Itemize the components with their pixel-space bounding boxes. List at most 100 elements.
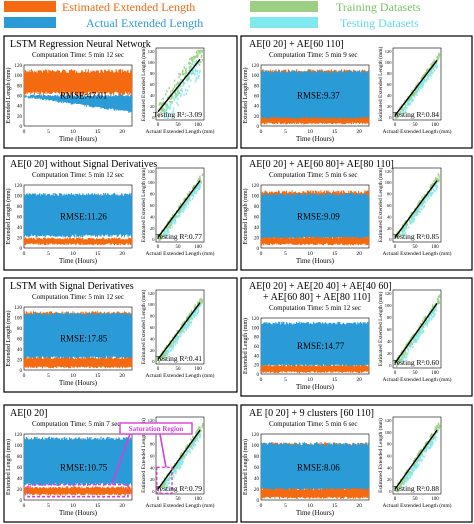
y-tick-label: 100 xyxy=(252,444,260,449)
y-tick-label: 0 xyxy=(20,125,23,130)
r2-label: Testing R²:0.88 xyxy=(393,484,440,493)
y-tick-label: 20 xyxy=(17,359,23,364)
chart-panel-5: LSTM with Signal DerivativesComputation … xyxy=(3,277,238,393)
scatter-x-tick-label: 100 xyxy=(194,123,202,128)
scatter-x-axis-label: Actuatl Extended Length (mm) xyxy=(146,250,215,257)
y-tick-label: 100 xyxy=(15,444,23,449)
panel-subtitle: Computation Time: 5 min 12 sec xyxy=(32,171,124,179)
scatter-x-axis-label: Actuatl Extended Length (mm) xyxy=(146,502,215,509)
scatter-y-tick-label: 60 xyxy=(150,454,155,459)
scatter-x-axis-label: Actuatl Extended Length (mm) xyxy=(383,128,452,135)
scatter-y-tick-label: 0 xyxy=(152,359,155,364)
chart-panel-6: AE[0 20] + AE[20 40] + AE[40 60]+ AE[60 … xyxy=(240,277,473,397)
x-axis-label: Time (Hours) xyxy=(296,509,335,517)
scatter-y-tick-label: 20 xyxy=(150,348,155,353)
panel-title: AE [0 20] + 9 clusters [60 110] xyxy=(249,408,374,419)
scatter-y-tick-label: 40 xyxy=(387,465,392,470)
scatter-x-axis-label: Actuatl Extended Length (mm) xyxy=(383,250,452,257)
x-tick-label: 0 xyxy=(23,503,26,509)
fit-line xyxy=(157,302,201,360)
actual-series xyxy=(23,312,133,360)
chart-panel-4: AE[0 20] + AE[60 80]+ AE[80 110]Computat… xyxy=(240,155,473,271)
scatter-y-tick-label: 80 xyxy=(150,442,155,447)
legend-label-actual: Actual Extended Length xyxy=(86,16,203,30)
y-tick-label: 20 xyxy=(254,364,260,369)
x-tick-label: 10 xyxy=(307,129,313,135)
x-tick-label: 5 xyxy=(284,503,287,509)
panel-title: AE[0 20] + AE[20 40] + AE[40 60] xyxy=(249,281,392,292)
timeseries-plot: RMSE:11.26 0 20 40 60 80 100 120 0 5 10 15 20 Time (H… xyxy=(5,184,133,265)
scatter-y-tick-label: 0 xyxy=(152,237,155,242)
scatter-y-tick-label: 20 xyxy=(387,104,392,109)
y-tick-label: 100 xyxy=(252,74,260,79)
y-axis-label: Extended Length (mm) xyxy=(5,439,12,495)
y-tick-label: 40 xyxy=(254,477,260,482)
testing-points xyxy=(164,433,202,491)
x-tick-label: 20 xyxy=(119,373,125,379)
y-tick-label: 80 xyxy=(17,327,23,332)
timeseries-plot: RMSE:9.09 0 20 40 60 80 100 120 0 5 10 15 20 Time (Ho… xyxy=(242,184,370,265)
r2-label: Testing R²:0.60 xyxy=(393,358,440,367)
timeseries-plot: RMSE:8.06 0 20 40 60 80 100 120 0 5 10 15 20 Time (Ho… xyxy=(242,433,370,517)
legend-label-testing: Testing Datasets xyxy=(340,16,419,30)
y-tick-label: 80 xyxy=(254,455,260,460)
scatter-x-tick-label: 50 xyxy=(413,371,419,376)
x-tick-label: 0 xyxy=(23,129,26,135)
legend-swatch-estimated xyxy=(4,1,56,12)
x-tick-label: 5 xyxy=(47,373,50,379)
legend-swatch-testing xyxy=(250,17,318,28)
scatter-x-tick-label: 100 xyxy=(194,497,202,502)
x-tick-label: 5 xyxy=(284,251,287,257)
rmse-label: RMSE:8.06 xyxy=(297,462,340,472)
scatter-y-tick-label: 60 xyxy=(150,82,155,87)
y-tick-label: 120 xyxy=(15,64,23,69)
scatter-x-tick-label: 100 xyxy=(431,245,439,250)
annotation-arrow-left xyxy=(111,433,131,485)
y-tick-label: 0 xyxy=(20,369,23,374)
scatter-y-tick-label: 100 xyxy=(148,180,156,185)
scatter-x-tick-label: 0 xyxy=(157,367,160,372)
actual-series xyxy=(260,442,370,492)
scatter-y-tick-label: 20 xyxy=(150,104,155,109)
r2-label: Testing R²:0.77 xyxy=(156,232,203,241)
x-tick-label: 15 xyxy=(95,503,101,509)
saturation-region-box xyxy=(27,483,129,498)
y-tick-label: 20 xyxy=(254,488,260,493)
scatter-y-tick-label: 40 xyxy=(150,93,155,98)
fit-line xyxy=(394,59,438,116)
y-tick-label: 60 xyxy=(17,466,23,471)
scatter-y-tick-label: 120 xyxy=(385,418,393,423)
estimated-series-lower xyxy=(23,356,133,369)
x-axis-label: Time (Hours) xyxy=(296,135,335,143)
panel-subtitle: Computation Time: 5 min 6 sec xyxy=(269,171,357,179)
x-axis-label: Time (Hours) xyxy=(59,379,98,387)
r2-label: Testing R²:-3.09 xyxy=(153,110,202,119)
y-axis-label: Extended Length (mm) xyxy=(242,189,249,245)
y-axis-label: Extended Length (mm) xyxy=(5,189,12,245)
x-tick-label: 15 xyxy=(332,129,338,135)
y-tick-label: 120 xyxy=(15,306,23,311)
y-tick-label: 120 xyxy=(252,64,260,69)
legend: Estimated Extended Length Training Datas… xyxy=(4,0,421,30)
y-axis-label: Extended Length (mm) xyxy=(5,311,12,367)
scatter-y-tick-label: 20 xyxy=(387,226,392,231)
rmse-label: RMSE:14.77 xyxy=(297,341,345,351)
panel-subtitle: Computation Time: 5 min 9 sec xyxy=(269,51,357,59)
scatter-x-tick-label: 0 xyxy=(157,123,160,128)
scatter-y-tick-label: 60 xyxy=(387,454,392,459)
scatter-x-tick-label: 50 xyxy=(176,367,182,372)
scatter-y-tick-label: 40 xyxy=(150,336,155,341)
rmse-label: RMSE:10.75 xyxy=(60,462,108,472)
scatter-y-axis-label: Estimated Extended Length (mm) xyxy=(140,167,147,242)
scatter-y-tick-label: 120 xyxy=(385,169,393,174)
scatter-y-tick-label: 60 xyxy=(150,203,155,208)
scatter-x-tick-label: 0 xyxy=(394,371,397,376)
scatter-y-tick-label: 80 xyxy=(387,192,392,197)
scatter-y-tick-label: 40 xyxy=(387,93,392,98)
x-tick-label: 10 xyxy=(307,377,313,383)
timeseries-plot: RMSE:9.37 0 20 40 60 80 100 120 0 5 10 15 20 Time (Ho… xyxy=(242,64,370,143)
